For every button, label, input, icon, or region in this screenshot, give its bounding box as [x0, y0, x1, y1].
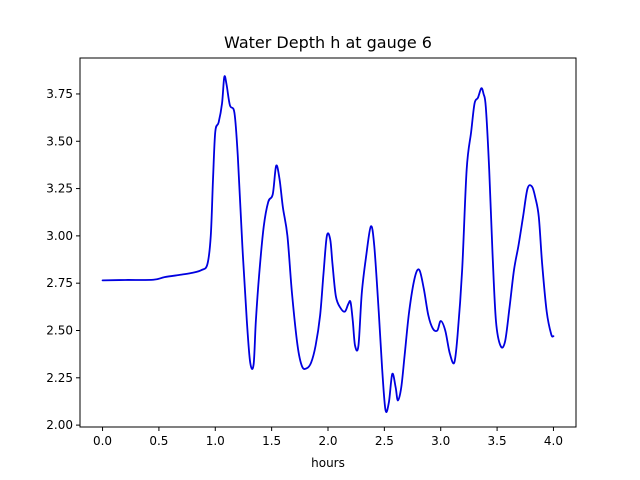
y-tick-label: 2.75: [46, 276, 73, 290]
x-axis-label: hours: [311, 456, 345, 470]
x-tick-label: 1.0: [206, 434, 225, 448]
x-axis: 0.0 0.5 1.0 1.5 2.0 2.5 3.0 3.5 4.0: [93, 427, 563, 448]
y-tick-label: 3.00: [46, 229, 73, 243]
y-tick-label: 2.25: [46, 371, 73, 385]
plot-area: [101, 75, 555, 413]
axes-frame: [79, 57, 577, 428]
chart-title: Water Depth h at gauge 6: [224, 33, 432, 52]
y-tick-label: 3.25: [46, 182, 73, 196]
x-tick-label: 3.5: [488, 434, 507, 448]
y-tick-label: 3.75: [46, 87, 73, 101]
x-tick-label: 0.5: [149, 434, 168, 448]
x-tick-label: 2.0: [318, 434, 337, 448]
x-tick-label: 0.0: [93, 434, 112, 448]
y-tick-label: 3.50: [46, 134, 73, 148]
y-tick-label: 2.00: [46, 418, 73, 432]
series-line: [101, 75, 555, 413]
y-tick-label: 2.50: [46, 323, 73, 337]
x-tick-label: 2.5: [375, 434, 394, 448]
x-tick-label: 3.0: [431, 434, 450, 448]
x-tick-label: 1.5: [262, 434, 281, 448]
y-axis: 2.00 2.25 2.50 2.75 3.00 3.25 3.50 3.75: [46, 87, 80, 432]
x-tick-label: 4.0: [544, 434, 563, 448]
